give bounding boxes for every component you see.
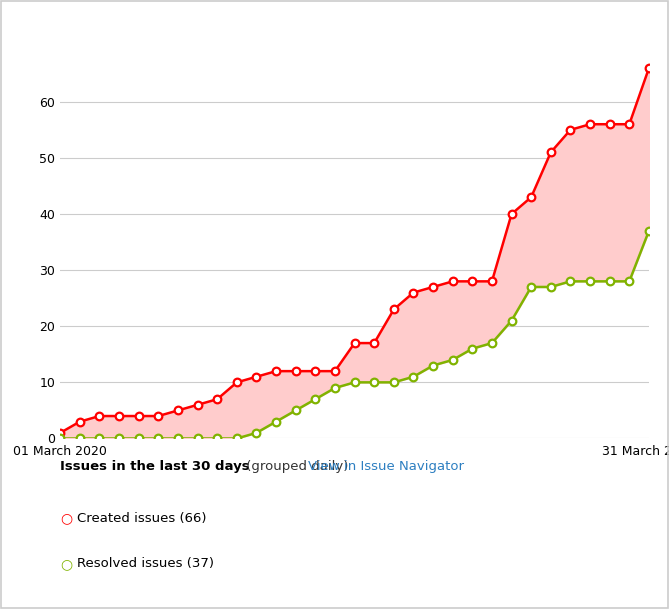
Text: Created vs. Resolved Chart: Created vs. Resolved Chart bbox=[10, 12, 244, 27]
Text: Issues in the last 30 days: Issues in the last 30 days bbox=[60, 460, 250, 473]
Text: Created issues (66): Created issues (66) bbox=[77, 512, 207, 524]
Text: Resolved issues (37): Resolved issues (37) bbox=[77, 557, 214, 570]
Text: View in Issue Navigator: View in Issue Navigator bbox=[308, 460, 464, 473]
Text: ○: ○ bbox=[60, 512, 72, 526]
Text: ○: ○ bbox=[60, 557, 72, 571]
Text: (grouped daily): (grouped daily) bbox=[242, 460, 353, 473]
